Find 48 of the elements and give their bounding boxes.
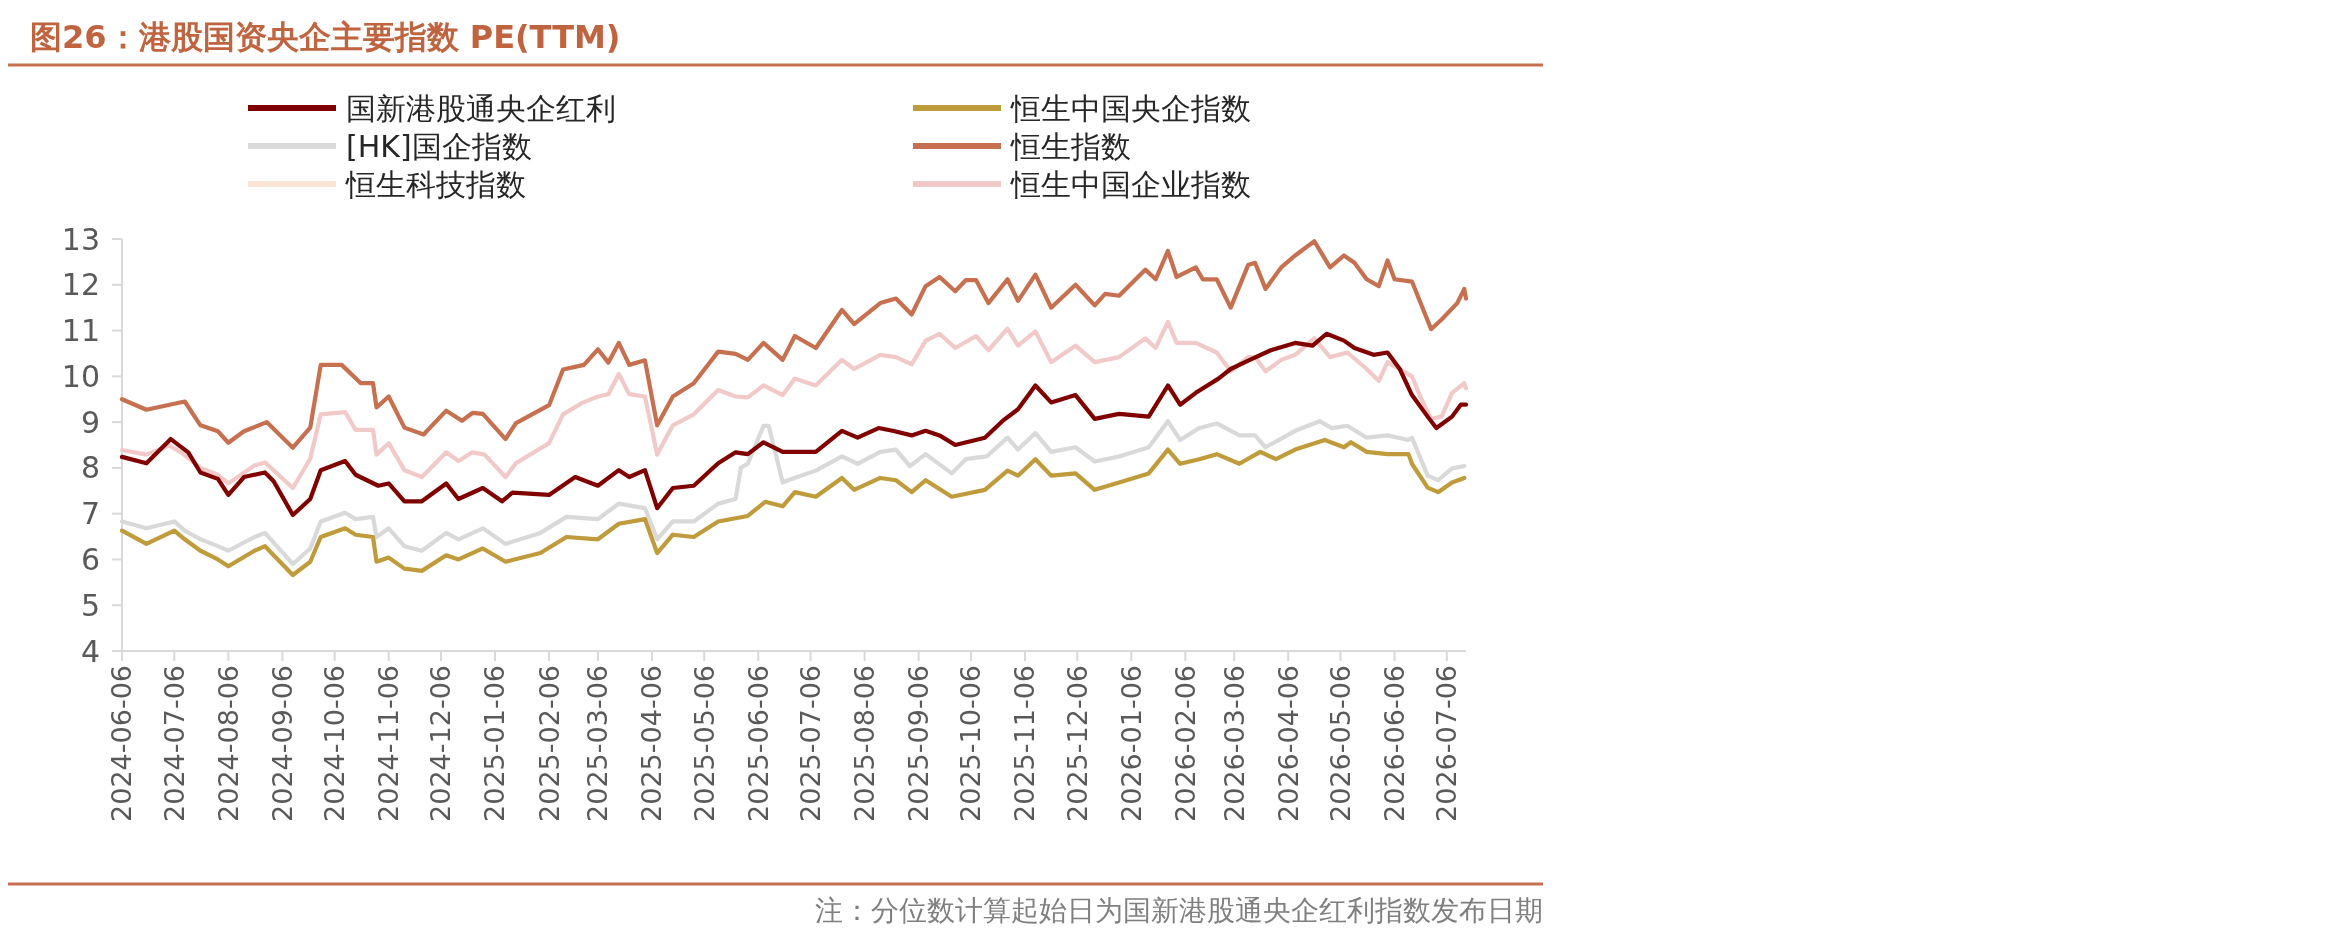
x-tick-label: 2026-02-06 <box>1169 665 1201 822</box>
y-tick-label: 8 <box>80 450 100 486</box>
x-tick-label: 2024-12-06 <box>425 665 457 822</box>
line-series <box>119 239 1469 450</box>
y-tick-label: 12 <box>61 267 100 303</box>
chart-title: 图26：港股国资央企主要指数 PE(TTM) <box>30 18 621 56</box>
line-series <box>119 319 1469 491</box>
legend-label: 恒生中国企业指数 <box>1010 166 1251 202</box>
line-series <box>119 331 1469 518</box>
x-tick-label: 2026-05-06 <box>1324 665 1356 822</box>
legend-label: 恒生科技指数 <box>345 166 526 202</box>
y-tick-label: 10 <box>61 358 100 394</box>
x-tick-label: 2025-06-06 <box>742 665 774 822</box>
x-tick-label: 2026-03-06 <box>1218 665 1250 822</box>
x-tick-label: 2025-12-06 <box>1061 665 1093 822</box>
x-tick-label: 2025-10-06 <box>955 665 987 822</box>
legend-label: 恒生指数 <box>1010 128 1131 164</box>
x-tick-label: 2024-06-06 <box>106 665 138 822</box>
x-tick-label: 2025-04-06 <box>636 665 668 822</box>
y-tick-label: 6 <box>80 541 100 577</box>
x-tick-label: 2026-01-06 <box>1115 665 1147 822</box>
line-series <box>119 437 1467 578</box>
x-tick-label: 2026-04-06 <box>1272 665 1304 822</box>
x-tick-label: 2025-03-06 <box>582 665 614 822</box>
x-tick-label: 2024-07-06 <box>158 665 190 822</box>
text: 注：分位数计算起始日为国新港股通央企红利指数发布日期 <box>815 894 1543 927</box>
x-tick-label: 2025-08-06 <box>849 665 881 822</box>
x-tick-label: 2025-11-06 <box>1009 665 1041 822</box>
x-tick-label: 2024-11-06 <box>373 665 405 822</box>
legend-label: [HK]国企指数 <box>346 128 532 164</box>
legend-label: 国新港股通央企红利 <box>346 90 616 126</box>
legend-label: 恒生中国央企指数 <box>1010 90 1251 126</box>
x-tick-label: 2024-10-06 <box>319 665 351 822</box>
x-tick-label: 2025-09-06 <box>903 665 935 822</box>
x-tick-label: 2025-07-06 <box>795 665 827 822</box>
x-tick-label: 2024-09-06 <box>266 665 298 822</box>
y-tick-label: 13 <box>61 221 100 257</box>
x-tick-label: 2025-05-06 <box>688 665 720 822</box>
x-tick-label: 2025-01-06 <box>479 665 511 822</box>
x-tick-label: 2026-07-06 <box>1431 665 1463 822</box>
y-tick-label: 5 <box>80 587 100 623</box>
x-tick-label: 2026-06-06 <box>1378 665 1410 822</box>
y-tick-label: 9 <box>80 404 100 440</box>
y-tick-label: 7 <box>80 496 100 532</box>
x-tick-label: 2024-08-06 <box>212 665 244 822</box>
x-tick-label: 2025-02-06 <box>533 665 565 822</box>
y-tick-label: 11 <box>61 313 100 349</box>
y-tick-label: 4 <box>80 633 100 669</box>
